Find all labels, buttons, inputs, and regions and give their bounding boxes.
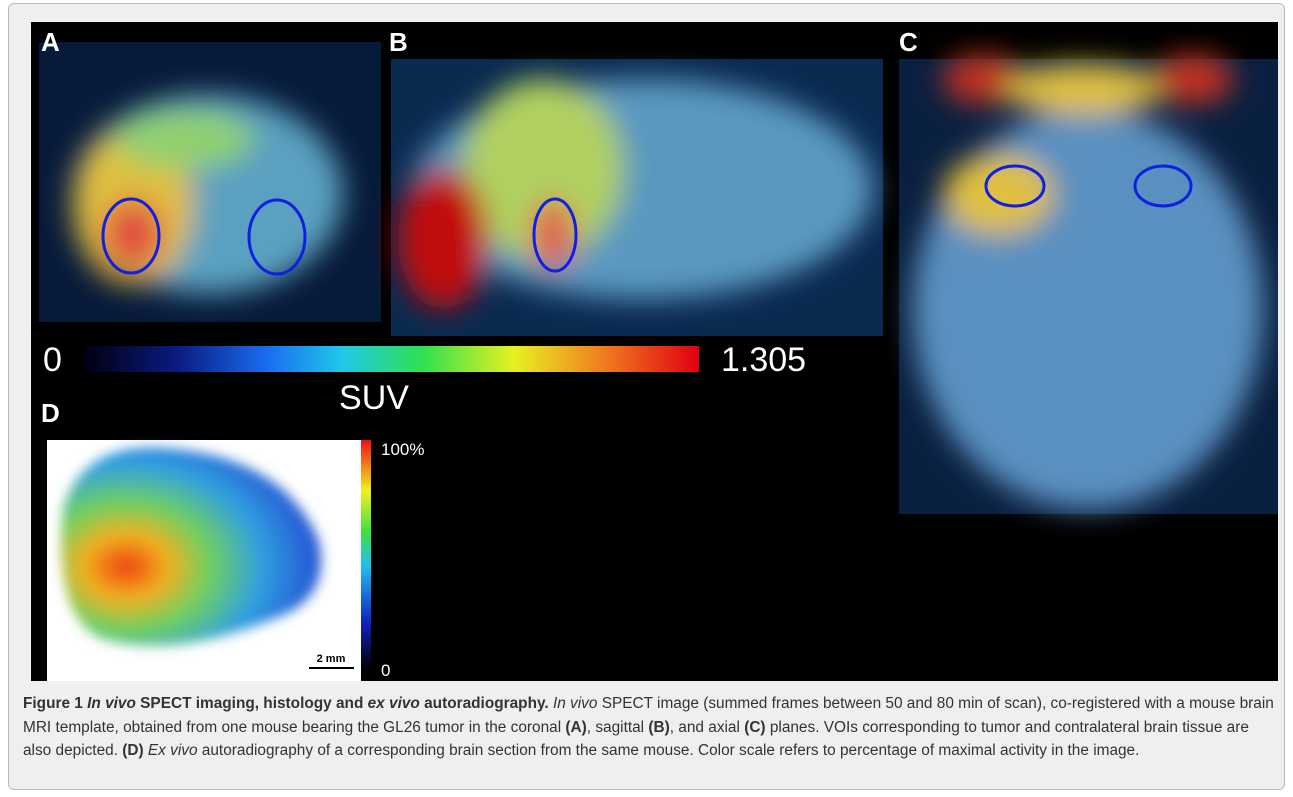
voi-tumor xyxy=(101,197,161,275)
caption-text: SPECT image (summed frames between 50 an… xyxy=(23,695,1274,736)
autorad-colorbar xyxy=(361,440,371,669)
panel-label: B xyxy=(389,27,408,57)
panel-label: D xyxy=(41,398,60,428)
section-blob xyxy=(61,447,321,646)
panel-label: A xyxy=(41,27,60,57)
hot-blob xyxy=(943,154,1053,234)
hot-spot xyxy=(103,199,163,269)
hot-edge xyxy=(943,54,1023,104)
caption-text: SPECT imaging, histology and xyxy=(135,695,368,712)
figure-frame: 0 1.305 SUV 100% 0 2 mm A B C D Figure 1… xyxy=(8,3,1285,790)
caption-text: , and axial xyxy=(669,718,745,736)
caption-text: (C) xyxy=(744,718,766,736)
caption-text: In vivo xyxy=(548,695,598,712)
suv-colorbar xyxy=(84,346,699,372)
figure-caption: Figure 1 In vivo SPECT imaging, histolog… xyxy=(23,692,1278,763)
caption-text: , sagittal xyxy=(586,718,649,736)
voi-contralateral xyxy=(1133,164,1193,208)
colorbar-max: 1.305 xyxy=(721,341,806,379)
warm-blob xyxy=(463,79,623,259)
caption-text: autoradiography. xyxy=(419,695,549,712)
caption-text: autoradiography of a corresponding brain… xyxy=(197,742,1140,760)
panel-c-activity xyxy=(913,54,1263,509)
hot-blob xyxy=(398,169,488,309)
panel-label: C xyxy=(899,27,918,57)
warm-edge xyxy=(1003,64,1163,114)
panel-b-activity xyxy=(398,79,873,309)
hot-spot xyxy=(531,199,575,269)
voi-contralateral xyxy=(247,198,307,276)
hot-edge xyxy=(1153,54,1233,104)
panel-d-activity xyxy=(61,447,321,646)
caption-text: Ex vivo xyxy=(143,742,198,760)
warm-blob xyxy=(113,109,253,169)
colorbar-min: 0 xyxy=(43,341,62,379)
caption-text: planes. VOIs corresponding to tumor and … xyxy=(23,718,1249,760)
caption-text: Figure 1 xyxy=(23,695,88,712)
colorbar-unit: SUV xyxy=(339,379,409,417)
voi-tumor xyxy=(532,197,578,273)
caption-text: (B) xyxy=(648,718,670,736)
caption-text: (D) xyxy=(122,742,144,760)
caption-text: In vivo xyxy=(87,695,136,712)
scale-bar-label: 2 mm xyxy=(317,653,346,665)
autorad-min: 0 xyxy=(381,661,390,680)
caption-text: ex vivo xyxy=(367,695,420,712)
figure-image: 0 1.305 SUV 100% 0 2 mm A B C D xyxy=(31,22,1278,681)
voi-tumor xyxy=(984,164,1046,208)
caption-text: (A) xyxy=(565,718,587,736)
autorad-max: 100% xyxy=(381,440,424,459)
